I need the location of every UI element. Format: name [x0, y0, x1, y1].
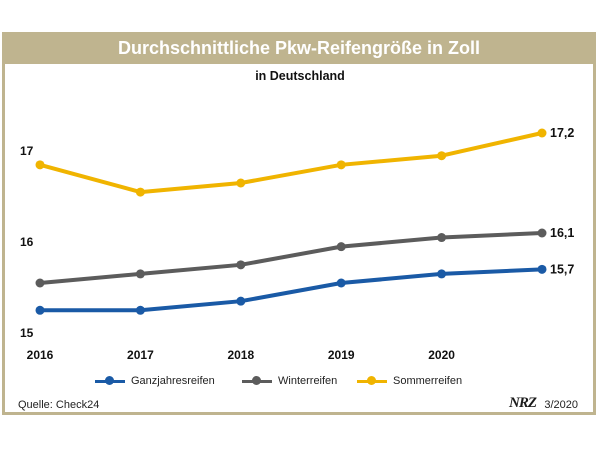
end-labels: 15,7 16,1 17,2: [550, 126, 574, 276]
legend-dot-sommerreifen: [367, 376, 376, 385]
x-axis: 2016 2017 2018 2019 2020: [27, 348, 456, 362]
series-line-ganzjahresreifen: [38, 267, 544, 313]
data-point-sommerreifen-5: [537, 128, 547, 138]
data-point-ganzjahresreifen-4: [437, 269, 447, 279]
data-point-winterreifen-1: [135, 269, 145, 279]
legend-label-ganzjahresreifen: Ganzjahresreifen: [131, 375, 215, 387]
data-point-ganzjahresreifen-1: [135, 305, 145, 315]
end-label-winterreifen: 16,1: [550, 226, 574, 240]
data-point-sommerreifen-3: [336, 160, 346, 170]
data-point-ganzjahresreifen-0: [35, 305, 45, 315]
y-tick-label-16: 16: [20, 235, 34, 249]
y-tick-label-15: 15: [20, 326, 34, 340]
data-point-sommerreifen-0: [35, 160, 45, 170]
data-point-ganzjahresreifen-3: [336, 278, 346, 288]
x-tick-label-2017: 2017: [127, 348, 154, 362]
publisher-logo: NRZ: [509, 395, 537, 411]
legend-item-winterreifen: Winterreifen: [242, 375, 337, 387]
data-point-winterreifen-0: [35, 278, 45, 288]
x-tick-label-2018: 2018: [227, 348, 254, 362]
y-tick-label-17: 17: [20, 144, 34, 158]
data-point-ganzjahresreifen-2: [236, 296, 246, 306]
legend-swatch-ganzjahresreifen: [95, 376, 125, 385]
series-line-sommerreifen: [38, 131, 544, 195]
data-point-winterreifen-2: [236, 260, 246, 270]
legend-swatch-sommerreifen: [357, 376, 387, 385]
source-note: Quelle: Check24: [18, 399, 100, 411]
data-point-winterreifen-5: [537, 228, 547, 238]
chart-frame: [2, 32, 596, 415]
y-axis: 15 16 17: [20, 144, 34, 340]
legend-item-sommerreifen: Sommerreifen: [357, 375, 462, 387]
chart-legend: Ganzjahresreifen Winterreifen Sommerreif…: [0, 375, 600, 395]
data-point-winterreifen-3: [336, 242, 346, 252]
legend-label-winterreifen: Winterreifen: [278, 375, 338, 387]
data-point-sommerreifen-2: [236, 178, 246, 188]
end-label-ganzjahresreifen: 15,7: [550, 262, 574, 276]
data-point-sommerreifen-1: [135, 187, 145, 197]
legend-dot-ganzjahresreifen: [105, 376, 114, 385]
series-layer: [35, 128, 547, 315]
series-line-winterreifen: [38, 231, 544, 285]
data-point-sommerreifen-4: [437, 151, 447, 161]
data-point-ganzjahresreifen-5: [537, 264, 547, 274]
chart-subtitle: in Deutschland: [255, 69, 345, 83]
chart-title: Durchschnittliche Pkw-Reifengröße in Zol…: [2, 32, 596, 64]
x-tick-label-2020: 2020: [428, 348, 455, 362]
x-tick-label-2019: 2019: [328, 348, 355, 362]
legend-label-sommerreifen: Sommerreifen: [393, 375, 463, 387]
end-label-sommerreifen: 17,2: [550, 126, 574, 140]
data-point-winterreifen-4: [437, 233, 447, 243]
legend-swatch-winterreifen: [242, 376, 272, 385]
legend-dot-winterreifen: [252, 376, 261, 385]
x-tick-label-2016: 2016: [27, 348, 54, 362]
publish-date: 3/2020: [544, 399, 578, 411]
legend-item-ganzjahresreifen: Ganzjahresreifen: [95, 375, 215, 387]
